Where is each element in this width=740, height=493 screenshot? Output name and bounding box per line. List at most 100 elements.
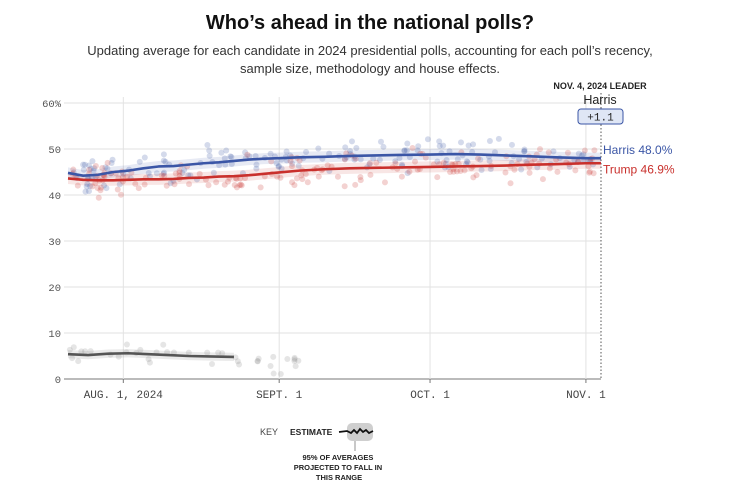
poll-dot-trump [409,145,416,152]
poll-dot-trump [86,166,93,173]
poll-dot-harris [221,155,228,162]
poll-dot-trump [233,184,240,191]
poll-dot-kennedy [69,355,76,362]
poll-dot-trump [367,171,374,178]
poll-dot-trump [99,164,106,171]
poll-dot-trump [172,170,179,177]
poll-dot-harris [101,182,108,189]
poll-dot-trump [238,182,245,189]
poll-dot-harris [206,147,213,154]
key-range-note: 95% OF AVERAGES PROJECTED TO FALL IN THI… [294,453,385,482]
poll-dot-harris [303,148,310,155]
poll-dot-harris [84,180,91,187]
poll-dot-harris [210,169,217,176]
poll-dot-kennedy [209,360,216,367]
poll-dot-trump [450,168,457,175]
poll-dot-harris [463,158,470,165]
poll-dot-trump [95,194,102,201]
poll-dot-harris [370,155,377,162]
poll-dot-harris [218,149,225,156]
poll-dot-harris [566,163,573,170]
x-tick-label: SEPT. 1 [256,390,303,402]
poll-dot-harris [470,141,477,148]
poll-dot-harris [396,155,403,162]
poll-dot-harris [167,180,174,187]
poll-dot-harris [82,188,89,195]
poll-dot-harris [487,166,494,173]
poll-dot-kennedy [66,346,73,353]
poll-dot-harris [440,142,447,149]
poll-dot-harris [477,156,484,163]
y-tick-label: 50 [48,145,61,157]
poll-dot-harris [401,147,408,154]
poll-dot-harris [80,166,87,173]
poll-dot-harris [253,165,260,172]
poll-dot-kennedy [70,344,77,351]
poll-dot-kennedy [164,349,171,356]
y-tick-label: 60% [42,99,62,111]
poll-dot-kennedy [87,348,94,355]
poll-dot-harris [136,158,143,165]
grid-layer [64,93,602,383]
poll-dot-trump [171,181,178,188]
poll-dot-harris [534,164,541,171]
poll-dot-harris [116,181,123,188]
y-tick-label: 0 [55,375,61,387]
poll-dot-trump [277,174,284,181]
poll-dot-trump [299,176,306,183]
poll-dots [66,135,598,378]
confidence-band-harris [68,148,601,182]
poll-dot-trump [114,186,121,193]
poll-dot-harris [523,158,530,165]
poll-dot-kennedy [270,370,277,377]
poll-dot-trump [357,173,364,180]
poll-dot-harris [404,140,411,147]
poll-dot-harris [415,143,422,150]
poll-dot-trump [293,175,300,182]
poll-dot-trump [406,168,413,175]
poll-dot-harris [357,156,364,163]
poll-dot-kennedy [284,355,291,362]
average-line-trump [67,161,601,182]
poll-dot-harris [252,152,259,159]
poll-dot-harris [342,144,349,151]
poll-dot-trump [74,182,81,189]
poll-dot-harris [103,185,110,192]
poll-dot-harris [580,151,587,158]
poll-dot-trump [158,172,165,179]
poll-dot-trump [352,155,359,162]
poll-dot-kennedy [146,359,153,366]
y-tick-label: 30 [48,237,61,249]
poll-dot-harris [242,149,249,156]
poll-dot-harris [434,158,441,165]
poll-dot-trump [334,173,341,180]
leader-name: Harris [583,93,616,107]
poll-dot-trump [546,165,553,172]
poll-dot-trump [470,174,477,181]
poll-dot-harris [457,139,464,146]
poll-dot-harris [160,151,167,158]
poll-dot-harris [223,147,230,154]
key-estimate-icon [338,423,374,451]
poll-dot-harris [81,161,88,168]
poll-dot-trump [89,183,96,190]
poll-dot-harris [102,164,109,171]
poll-dot-harris [160,157,167,164]
poll-dot-harris [275,163,282,170]
poll-dot-kennedy [291,354,298,361]
y-tick-label: 40 [48,191,61,203]
poll-dot-harris [478,166,485,173]
poll-dot-trump [291,182,298,189]
poll-dot-kennedy [219,350,226,357]
poll-dot-trump [591,147,598,154]
page-subtitle: Updating average for each candidate in 2… [87,43,653,76]
poll-dot-trump [585,163,592,170]
poll-dot-harris [403,147,410,154]
poll-dot-kennedy [236,361,243,368]
poll-dot-trump [141,181,148,188]
poll-dot-harris [179,169,186,176]
poll-dot-harris [521,148,528,155]
y-tick-label: 10 [48,329,61,341]
poll-dot-trump [287,157,294,164]
